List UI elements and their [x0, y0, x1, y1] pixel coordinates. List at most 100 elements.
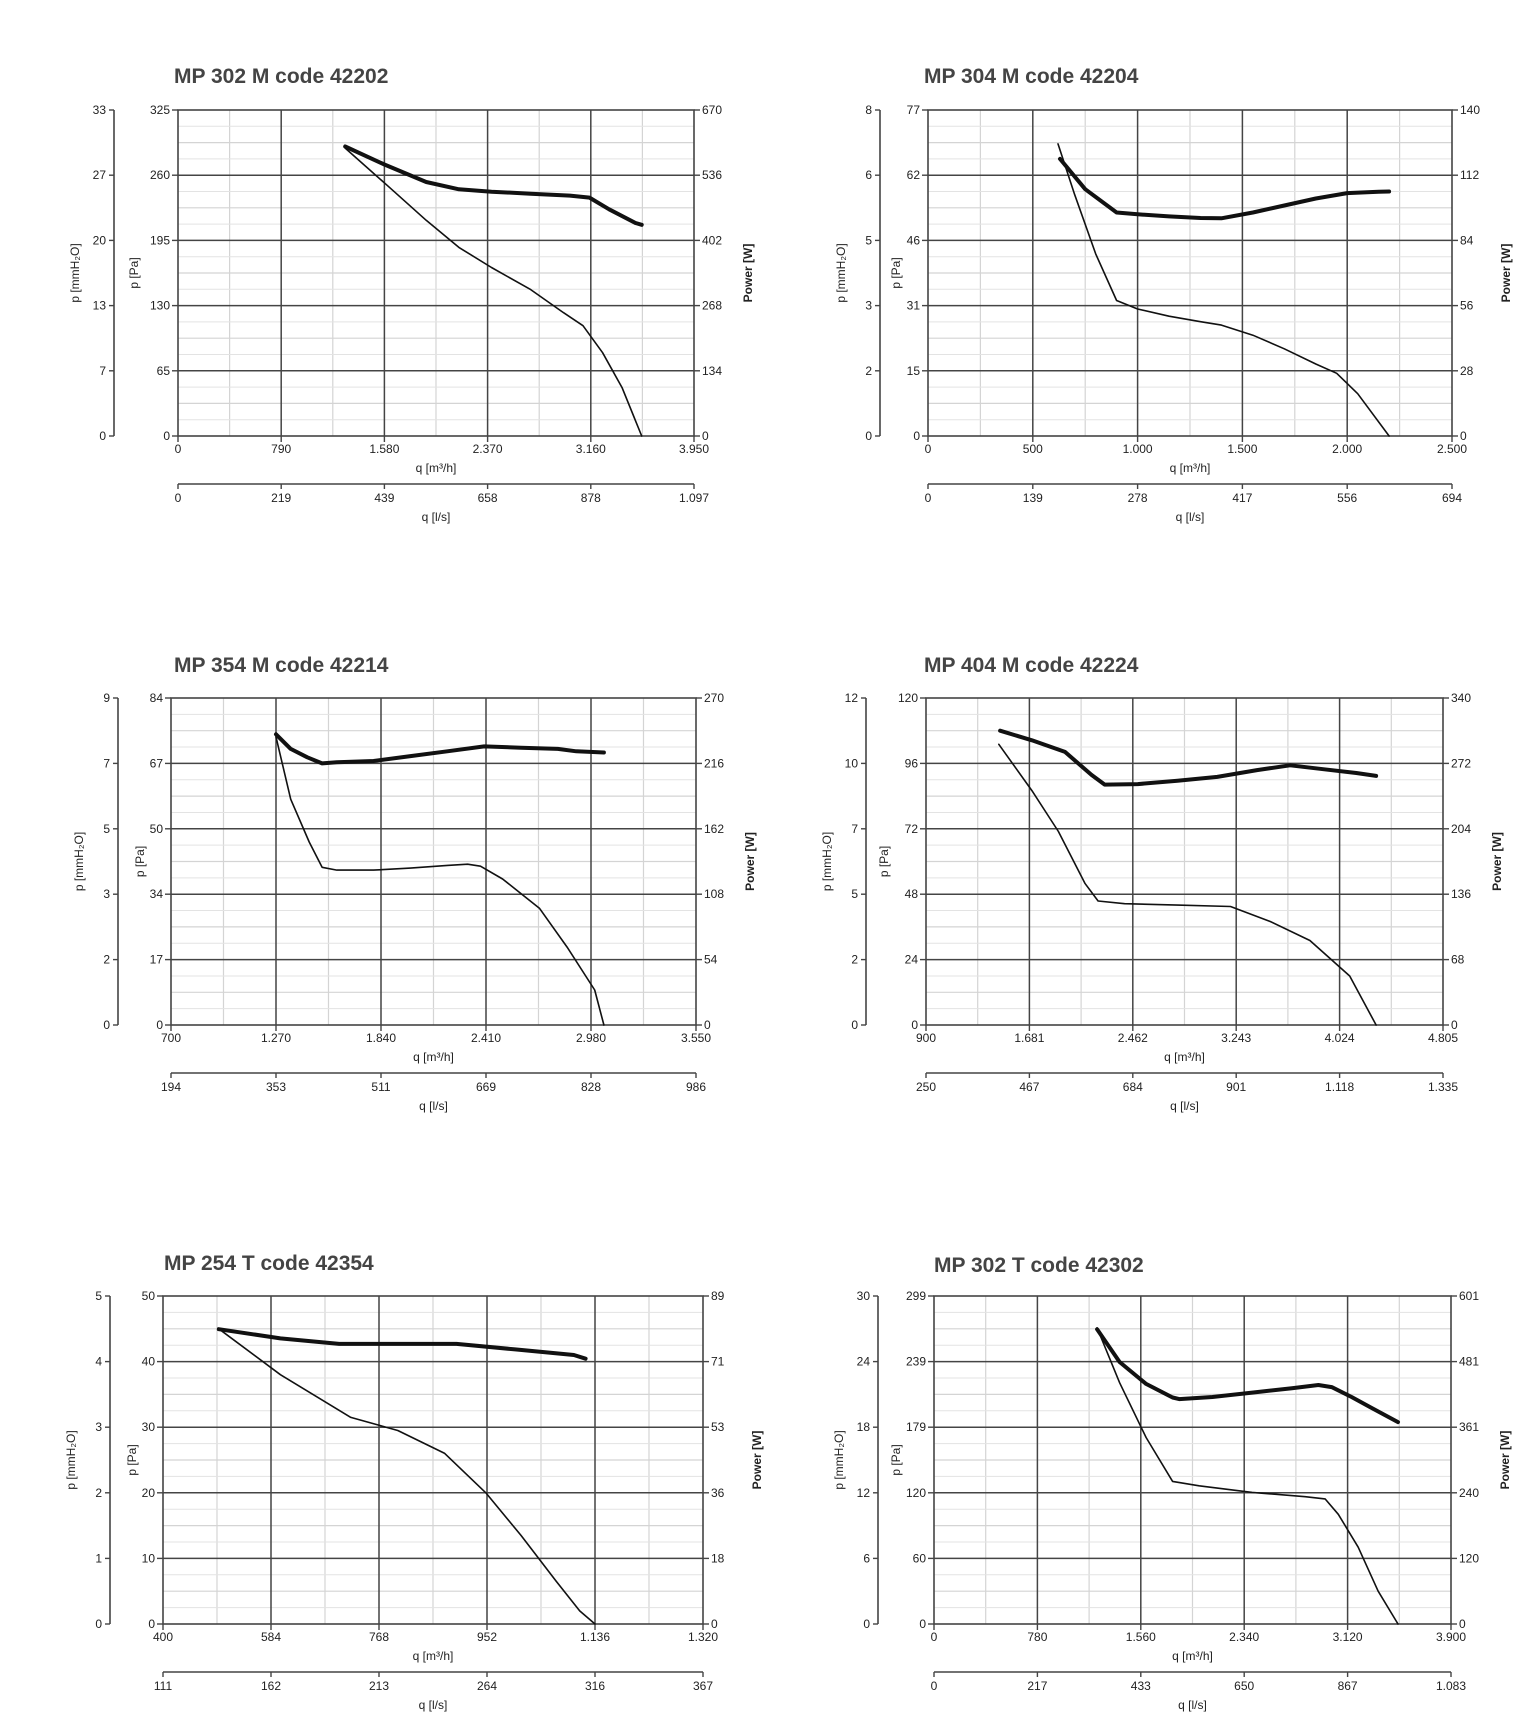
x-tick-label: 2.340: [1229, 1630, 1259, 1644]
x-tick-label: 1.270: [261, 1031, 291, 1045]
pa-tick-label: 48: [905, 887, 919, 901]
x-tick-label: 2.000: [1332, 442, 1362, 456]
chart-5: MP 254 T code 42354010203040500123450183…: [64, 1252, 764, 1712]
x2-tick-label: 1.097: [679, 491, 709, 505]
pa-tick-label: 84: [150, 691, 164, 705]
x2-tick-label: 433: [1131, 1679, 1151, 1693]
mmh2o-tick-label: 1: [95, 1551, 102, 1565]
x-tick-label: 3.120: [1333, 1630, 1363, 1644]
power-tick-label: 361: [1459, 1420, 1479, 1434]
pa-tick-label: 0: [919, 1617, 926, 1631]
x2-tick-label: 511: [371, 1080, 390, 1094]
pa-tick-label: 120: [898, 691, 918, 705]
mmh2o-tick-label: 2: [95, 1486, 102, 1500]
x-tick-label: 3.950: [679, 442, 709, 456]
x2-tick-label: 1.118: [1325, 1080, 1354, 1094]
mmh2o-tick-label: 0: [863, 1617, 870, 1631]
power-curve: [998, 728, 1379, 787]
x2-tick-label: 556: [1337, 491, 1357, 505]
power-tick-label: 68: [1451, 953, 1465, 967]
plot-frame: [162, 1295, 704, 1625]
pa-axis-title: p [Pa]: [877, 846, 891, 877]
x2-tick-label: 250: [916, 1080, 936, 1094]
x2-tick-label: 901: [1226, 1080, 1246, 1094]
pa-tick-label: 0: [148, 1617, 155, 1631]
pressure-curve: [1096, 1327, 1399, 1625]
power-axis-title: Power [W]: [1490, 832, 1504, 891]
pa-tick-label: 30: [142, 1420, 156, 1434]
power-axis-title: Power [W]: [741, 244, 755, 303]
power-tick-label: 0: [702, 429, 709, 443]
mmh2o-tick-label: 5: [865, 233, 872, 247]
pa-tick-label: 31: [907, 299, 921, 313]
x2-tick-label: 684: [1123, 1080, 1143, 1094]
power-tick-label: 28: [1460, 364, 1474, 378]
x-tick-label: 1.320: [688, 1630, 718, 1644]
chart-title: MP 404 M code 42224: [924, 654, 1139, 677]
plot-frame: [925, 697, 1444, 1026]
x2-tick-label: 828: [581, 1080, 601, 1094]
x-tick-label: 3.243: [1221, 1031, 1251, 1045]
power-tick-label: 89: [711, 1289, 725, 1303]
chart-4: MP 404 M code 42224024487296120025710120…: [820, 654, 1504, 1113]
x-axis-title: q [m³/h]: [413, 1649, 454, 1663]
mmh2o-tick-label: 0: [103, 1018, 110, 1032]
x-tick-label: 1.500: [1227, 442, 1257, 456]
chart-6: MP 302 T code 42302 0 60 120 179 239 299 0 6 12 18…: [832, 1254, 1512, 1712]
x-tick-label: 2.462: [1118, 1031, 1148, 1045]
x-tick-label: 3.900: [1436, 1630, 1466, 1644]
mmh2o-tick-label: 0: [851, 1018, 858, 1032]
pa-tick-label: 0: [911, 1018, 918, 1032]
mmh2o-tick-label: 3: [95, 1420, 102, 1434]
x-tick-label: 584: [261, 1630, 281, 1644]
mmh2o-tick-label: 5: [851, 887, 858, 901]
mmh2o-tick-label: 2: [851, 953, 858, 967]
pa-tick-label: 40: [142, 1355, 156, 1369]
x2-tick-label: 0: [925, 491, 932, 505]
pa-axis-title: p [Pa]: [127, 257, 141, 288]
mmh2o-axis-title: p [mmH₂O]: [72, 832, 86, 891]
power-tick-label: 204: [1451, 822, 1471, 836]
x2-tick-label: 0: [175, 491, 182, 505]
pressure-curve: [1057, 143, 1390, 437]
mmh2o-tick-label: 12: [845, 691, 859, 705]
pa-tick-label: 299: [906, 1289, 926, 1303]
x2-axis-title: q [l/s]: [1178, 1698, 1207, 1712]
plot-frame: [927, 109, 1453, 437]
mmh2o-tick-label: 18: [857, 1420, 871, 1434]
plot-frame: [177, 109, 695, 437]
x2-tick-label: 650: [1234, 1679, 1254, 1693]
pa-tick-label: 46: [907, 233, 921, 247]
x-tick-label: 3.550: [681, 1031, 711, 1045]
x2-axis-title: q [l/s]: [419, 1099, 448, 1113]
plot-frame: [170, 697, 697, 1026]
mmh2o-tick-label: 7: [99, 364, 106, 378]
power-axis-title: Power [W]: [1499, 244, 1513, 303]
x-axis-title: q [m³/h]: [1172, 1649, 1213, 1663]
x-tick-label: 4.805: [1428, 1031, 1458, 1045]
power-tick-label: 601: [1459, 1289, 1479, 1303]
x-tick-label: 768: [369, 1630, 389, 1644]
x-tick-label: 4.024: [1325, 1031, 1355, 1045]
x2-tick-label: 367: [693, 1679, 713, 1693]
x2-tick-label: 217: [1027, 1679, 1047, 1693]
power-curve: [343, 144, 644, 227]
power-tick-label: 340: [1451, 691, 1471, 705]
power-tick-label: 84: [1460, 233, 1474, 247]
x-tick-label: 0: [925, 442, 932, 456]
x2-tick-label: 467: [1019, 1080, 1039, 1094]
power-tick-label: 670: [702, 103, 722, 117]
pa-tick-label: 72: [905, 822, 919, 836]
pa-tick-label: 20: [142, 1486, 156, 1500]
x-tick-label: 0: [175, 442, 182, 456]
power-curve: [1058, 156, 1392, 221]
pa-tick-label: 96: [905, 756, 919, 770]
x-tick-label: 2.370: [473, 442, 503, 456]
power-tick-label: 272: [1451, 756, 1471, 770]
chart-title: MP 354 M code 42214: [174, 654, 389, 677]
pa-tick-label: 0: [913, 429, 920, 443]
power-tick-label: 108: [704, 887, 724, 901]
chart-title: MP 254 T code 42354: [164, 1252, 374, 1275]
x-axis-title: q [m³/h]: [416, 461, 457, 475]
x2-axis-title: q [l/s]: [422, 510, 451, 524]
